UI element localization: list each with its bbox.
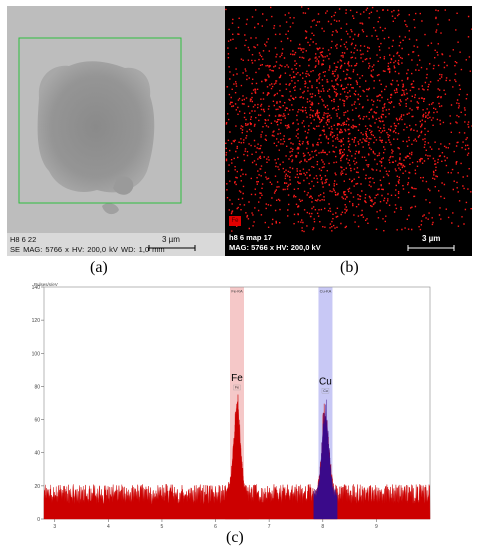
- sem-image: [7, 6, 232, 233]
- x-tick-label: 7: [268, 524, 271, 530]
- label-c: (c): [226, 529, 244, 546]
- y-tick-label: 80: [34, 384, 40, 390]
- edx-spectrum-chart: 0 20 40 60 80 100 120 140 3 4 5 6 7 8 9 Pulses/s/eV Fe-K…: [32, 282, 431, 530]
- peak-fill-fe: [225, 403, 249, 520]
- fe-signal-points: [225, 6, 472, 233]
- label-a: (a): [90, 259, 108, 276]
- peak-band-label-bg: [230, 288, 244, 294]
- fe-element-badge: Fe: [229, 216, 241, 226]
- edx-map-panel: Fe h8 6 map 17 MAG: 5766 x HV: 200,0 kV …: [225, 6, 472, 256]
- y-axis-label: Pulses/s/eV: [34, 282, 58, 287]
- y-tick-label: 100: [32, 351, 40, 357]
- peak-line-label-fe: Fe-KA: [231, 289, 243, 294]
- sem-image-panel: H8 6 22 SE MAG: 5766 x HV: 200,0 kV WD: …: [7, 6, 232, 256]
- map-sample-id: h8 6 map 17: [229, 233, 272, 242]
- sem-sample-id: H8 6 22: [10, 235, 37, 244]
- x-tick-label: 9: [375, 524, 378, 530]
- sem-scale-label: 3 µm: [162, 235, 180, 244]
- peak-marker-label: Cu: [323, 389, 328, 393]
- peak-fill-cu: [313, 399, 338, 520]
- label-b: (b): [340, 259, 359, 276]
- peak-marker-box: [321, 388, 330, 394]
- particle-cluster: [37, 61, 155, 215]
- x-tick-label: 4: [107, 524, 110, 530]
- map-scale-bar: [407, 245, 455, 251]
- peak-marker-box: [233, 384, 241, 391]
- x-tick-label: 3: [53, 524, 56, 530]
- peak-band-label-bg: [318, 288, 333, 294]
- peak-marker-label: Fe: [235, 386, 239, 390]
- peak-line-label-cu: Cu-KA: [320, 289, 332, 294]
- peak-annotation-cu: Cu: [319, 376, 332, 387]
- y-tick-label: 40: [34, 451, 40, 457]
- x-tick-label: 5: [161, 524, 164, 530]
- y-tick-label: 20: [34, 484, 40, 490]
- x-tick-label: 6: [214, 524, 217, 530]
- y-tick-label: 120: [32, 318, 40, 324]
- sem-info-bar: H8 6 22 SE MAG: 5766 x HV: 200,0 kV WD: …: [7, 233, 232, 256]
- map-scale-label: 3 µm: [422, 234, 441, 243]
- x-tick-label: 8: [321, 524, 324, 530]
- y-tick-label: 60: [34, 418, 40, 424]
- peak-annotation-fe: Fe: [231, 373, 243, 384]
- analysis-region-box: [18, 37, 182, 204]
- y-tick-label: 0: [37, 517, 40, 523]
- sem-scale-bar: [148, 245, 196, 251]
- y-tick-label: 140: [32, 285, 40, 291]
- fe-element-map: [225, 6, 472, 233]
- sem-params: SE MAG: 5766 x HV: 200,0 kV WD: 1,0 mm: [10, 245, 165, 254]
- map-params: MAG: 5766 x HV: 200,0 kV: [229, 243, 321, 252]
